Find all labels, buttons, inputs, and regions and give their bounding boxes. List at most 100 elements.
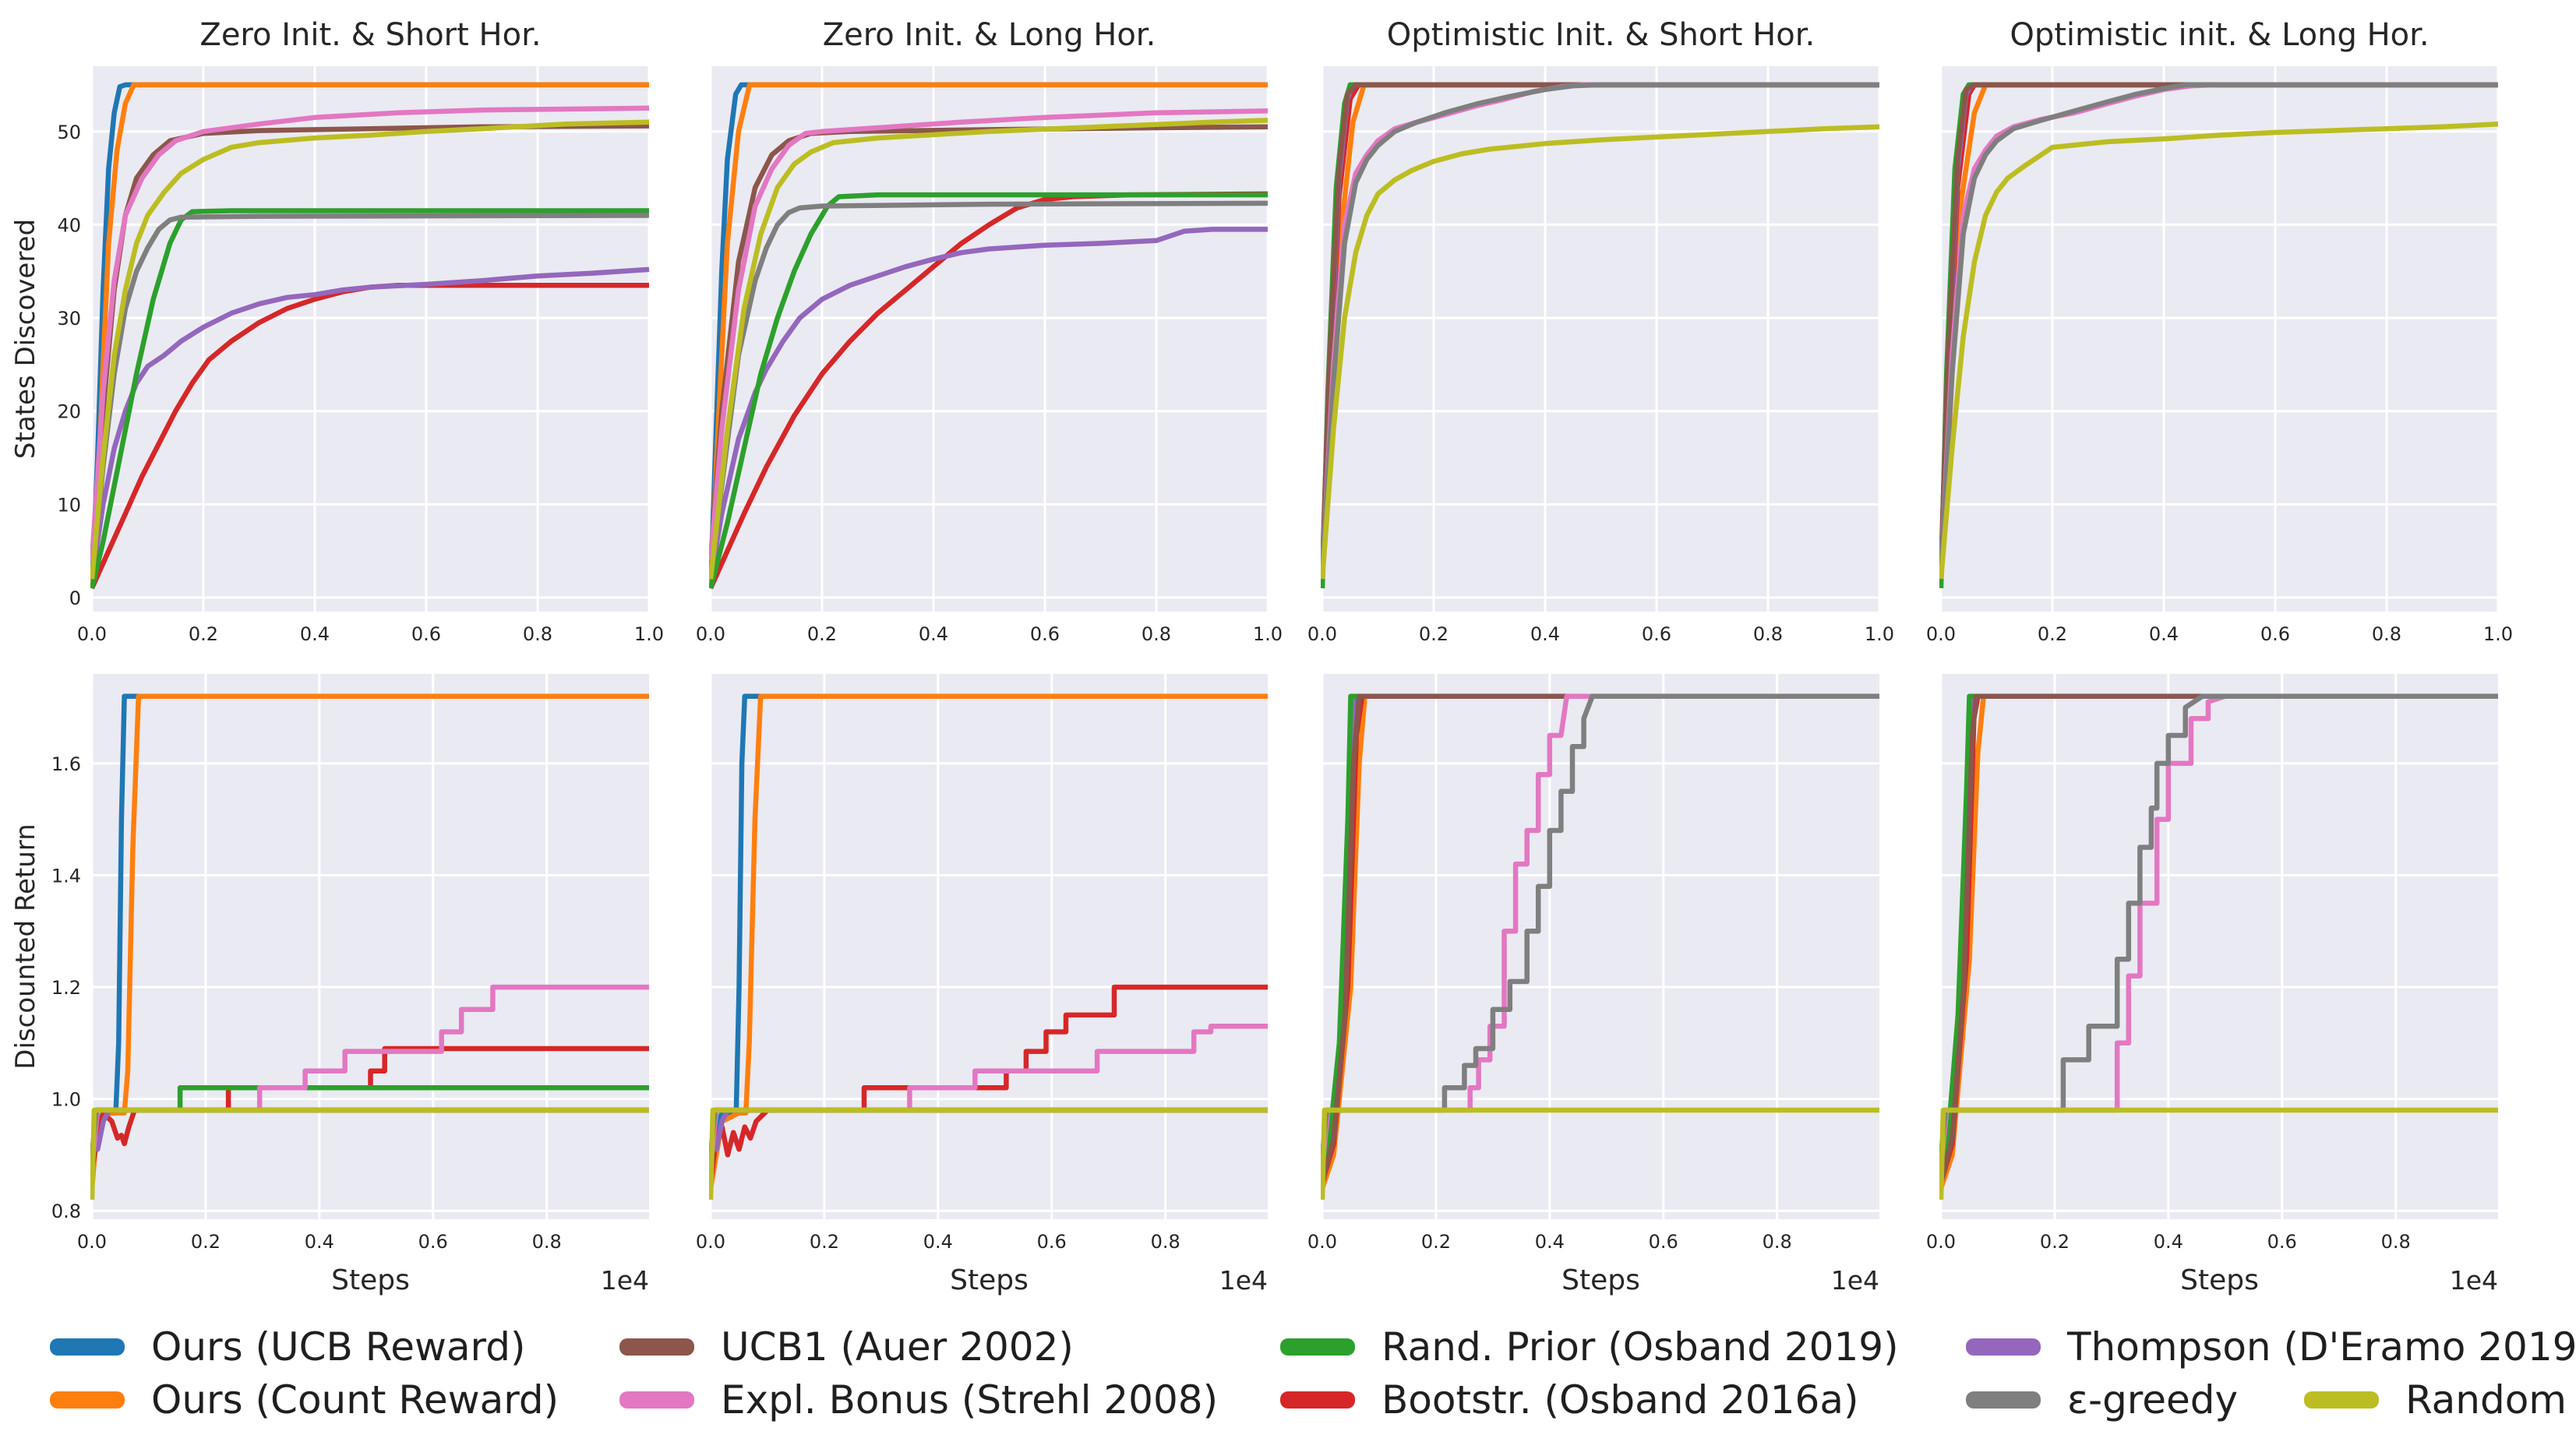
x-tick-label: 1.0 (1253, 623, 1283, 645)
y-tick-label: 40 (57, 214, 81, 236)
axes-background (711, 66, 1268, 612)
series-line-olive (1321, 124, 1880, 580)
x-tick-label: 0.4 (1535, 1231, 1565, 1253)
y-axis-label: States Discovered (10, 219, 41, 459)
x-tick-label: 0.6 (2260, 623, 2290, 645)
series-group (1939, 82, 2499, 589)
x-tick-label: 0.4 (1530, 623, 1560, 645)
x-tick-label: 0.8 (1151, 1231, 1180, 1253)
x-tick-label: 0.6 (1649, 1231, 1678, 1253)
subplot-0-0: Zero Init. & Short Hor. 0.0 0.2 0.4 0.6 0.8 1.… (10, 17, 664, 645)
x-tick-label: 0.2 (189, 623, 218, 645)
x-tick-label: 0.8 (1142, 623, 1171, 645)
series-line-red (709, 191, 1269, 590)
axes-background (92, 674, 649, 1219)
series-line-gray (1939, 693, 2498, 1155)
x-tick-label: 0.2 (1419, 623, 1449, 645)
series-line-olive (90, 1107, 649, 1200)
axes-background (1322, 674, 1879, 1219)
x-tick-label: 0.0 (1926, 623, 1956, 645)
x-tick-label: 0.0 (1307, 623, 1337, 645)
x-tick-label: 0.0 (77, 1231, 107, 1253)
x-tick-label: 0.4 (300, 623, 330, 645)
x-tick-label: 0.0 (1307, 1231, 1337, 1253)
y-tick-label: 10 (57, 494, 81, 516)
axis-offset-label: 1e4 (2450, 1265, 2498, 1296)
x-axis-label: Steps (1561, 1264, 1640, 1296)
x-tick-label: 0.8 (2372, 623, 2401, 645)
axes-background (1941, 66, 2498, 612)
x-tick-label: 0.8 (532, 1231, 562, 1253)
y-tick-label: 1.2 (51, 977, 81, 999)
subplot-title: Zero Init. & Long Hor. (823, 17, 1156, 53)
axes-background (1941, 674, 2498, 1219)
series-group (90, 693, 649, 1200)
series-line-pink (1939, 693, 2498, 1167)
x-tick-label: 0.2 (2038, 623, 2067, 645)
x-tick-label: 0.8 (523, 623, 552, 645)
series-line-red (709, 984, 1268, 1183)
x-axis-label: Steps (2180, 1264, 2259, 1296)
series-line-purple (90, 266, 650, 580)
series-group (1939, 693, 2498, 1200)
series-line-olive (709, 1107, 1268, 1200)
axes-background (92, 66, 649, 612)
series-line-pink (1321, 693, 1879, 1167)
series-line-olive (1939, 1107, 2498, 1200)
x-tick-label: 0.6 (411, 623, 441, 645)
x-tick-label: 0.2 (810, 1231, 839, 1253)
x-axis-label: Steps (950, 1264, 1029, 1296)
y-tick-label: 1.4 (51, 865, 81, 887)
series-group (1321, 693, 1879, 1200)
x-tick-label: 0.2 (2040, 1231, 2070, 1253)
subplot-0-3: Optimistic init. & Long Hor. 0.0 0.2 0.4 0.6… (1926, 17, 2513, 645)
y-axis-label: Discounted Return (10, 823, 41, 1069)
x-tick-label: 0.0 (696, 623, 725, 645)
subplot-0-1: Zero Init. & Long Hor. 0.0 0.2 0.4 0.6 0.8 1.0 (696, 17, 1283, 645)
subplot-0-2: Optimistic Init. & Short Hor. 0.0 0.2 0.4 0.… (1307, 17, 1894, 645)
series-group (90, 82, 650, 590)
subplot-1-3: 0.0 0.2 0.4 0.6 0.8 Steps 1e4 (1926, 674, 2498, 1296)
series-line-gray (1321, 82, 1879, 570)
series-line-olive (90, 119, 650, 580)
axis-offset-label: 1e4 (1219, 1265, 1268, 1296)
x-tick-label: 0.2 (191, 1231, 221, 1253)
series-line-brown (1321, 693, 1879, 1184)
x-tick-label: 0.8 (2381, 1231, 2411, 1253)
x-tick-label: 0.4 (305, 1231, 334, 1253)
series-line-olive (1939, 121, 2499, 580)
subplot-1-2: 0.0 0.2 0.4 0.6 0.8 Steps 1e4 (1307, 674, 1879, 1296)
series-line-pink (90, 984, 649, 1167)
x-tick-label: 0.6 (418, 1231, 448, 1253)
y-tick-label: 50 (57, 122, 81, 143)
series-line-pink (90, 105, 650, 561)
series-line-pink (709, 108, 1269, 561)
x-tick-label: 1.0 (2483, 623, 2513, 645)
x-tick-label: 0.0 (696, 1231, 725, 1253)
x-tick-label: 0.4 (919, 623, 948, 645)
x-tick-label: 0.4 (2154, 1231, 2183, 1253)
y-tick-label: 30 (57, 308, 81, 330)
subplot-title: Optimistic Init. & Short Hor. (1387, 17, 1815, 53)
x-tick-label: 0.6 (1030, 623, 1060, 645)
series-line-gray (1321, 693, 1879, 1155)
x-tick-label: 0.4 (2149, 623, 2179, 645)
x-tick-label: 0.6 (1642, 623, 1671, 645)
axis-offset-label: 1e4 (601, 1265, 649, 1296)
series-line-olive (1321, 1107, 1879, 1200)
x-tick-label: 1.0 (634, 623, 664, 645)
subplot-title: Optimistic init. & Long Hor. (2010, 17, 2429, 53)
subplot-1-1: 0.0 0.2 0.4 0.6 0.8 Steps 1e4 (696, 674, 1268, 1296)
y-tick-label: 1.0 (51, 1089, 81, 1111)
y-tick-label: 20 (57, 401, 81, 423)
x-tick-label: 0.6 (1037, 1231, 1067, 1253)
x-tick-label: 0.0 (77, 623, 107, 645)
series-line-gray (1939, 82, 2498, 570)
x-tick-label: 0.4 (923, 1231, 953, 1253)
series-line-brown (1939, 693, 2498, 1184)
axes-background (711, 674, 1268, 1219)
x-tick-label: 0.8 (1753, 623, 1783, 645)
series-line-olive (709, 118, 1269, 580)
series-group (1321, 82, 1880, 589)
